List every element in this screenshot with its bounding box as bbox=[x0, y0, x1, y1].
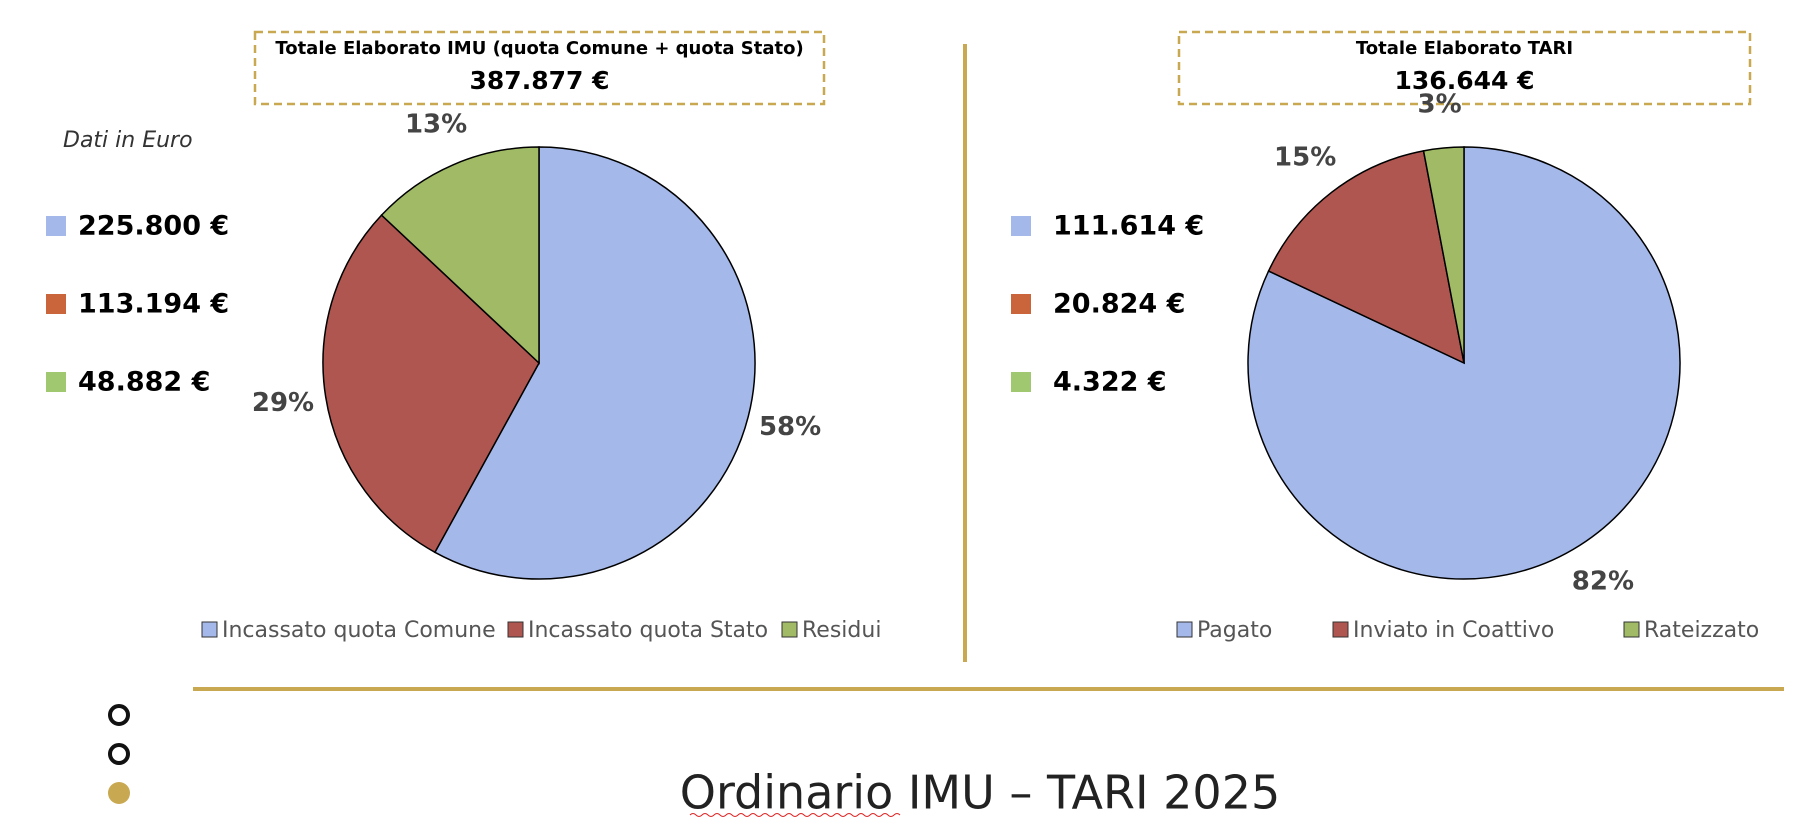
box-title: Totale Elaborato TARI bbox=[1356, 38, 1573, 59]
legend-label: Incassato quota Stato bbox=[528, 618, 768, 643]
amount-swatch bbox=[46, 216, 66, 236]
legend-swatch bbox=[1623, 621, 1640, 638]
amount-swatch bbox=[46, 294, 66, 314]
legend-swatch bbox=[1332, 621, 1349, 638]
legend-label: Incassato quota Comune bbox=[222, 618, 496, 643]
slice-label: 58% bbox=[759, 412, 821, 442]
amount-label: 20.824 € bbox=[1053, 289, 1185, 320]
pie-slice bbox=[322, 214, 540, 554]
spell-underline bbox=[689, 813, 901, 817]
legend-swatch bbox=[781, 621, 798, 638]
amount-swatch bbox=[1011, 294, 1031, 314]
legend-label: Pagato bbox=[1197, 618, 1272, 643]
footer-title: Ordinario IMU – TARI 2025 bbox=[680, 766, 1280, 820]
pie-slice bbox=[1422, 146, 1465, 364]
legend-label: Residui bbox=[802, 618, 881, 643]
box-total: 136.644 € bbox=[1395, 66, 1535, 95]
title-box bbox=[1177, 30, 1752, 106]
amount-label: 111.614 € bbox=[1053, 211, 1204, 242]
bullet bbox=[108, 743, 130, 765]
legend-swatch bbox=[201, 621, 218, 638]
slice-label: 15% bbox=[1274, 143, 1336, 173]
title-box bbox=[253, 30, 826, 106]
pie-slice bbox=[1267, 149, 1466, 365]
amount-label: 48.882 € bbox=[78, 367, 210, 398]
box-total: 387.877 € bbox=[470, 66, 610, 95]
box-title: Totale Elaborato IMU (quota Comune + quo… bbox=[275, 38, 803, 59]
amount-swatch bbox=[1011, 372, 1031, 392]
slice-label: 82% bbox=[1572, 566, 1634, 596]
amount-swatch bbox=[46, 372, 66, 392]
bullet bbox=[108, 704, 130, 726]
legend-swatch bbox=[507, 621, 524, 638]
legend-label: Inviato in Coattivo bbox=[1353, 618, 1554, 643]
slice-label: 13% bbox=[405, 110, 467, 140]
pie-slice bbox=[380, 146, 540, 365]
bullet bbox=[108, 782, 130, 804]
legend-label: Rateizzato bbox=[1644, 618, 1759, 643]
amount-label: 113.194 € bbox=[78, 289, 229, 320]
amount-label: 225.800 € bbox=[78, 211, 229, 242]
legend-swatch bbox=[1176, 621, 1193, 638]
pie-slice bbox=[433, 146, 756, 580]
slice-label: 29% bbox=[252, 388, 314, 418]
amount-label: 4.322 € bbox=[1053, 367, 1167, 398]
amount-swatch bbox=[1011, 216, 1031, 236]
slice-label: 3% bbox=[1418, 89, 1462, 119]
annotation: Dati in Euro bbox=[63, 128, 193, 153]
